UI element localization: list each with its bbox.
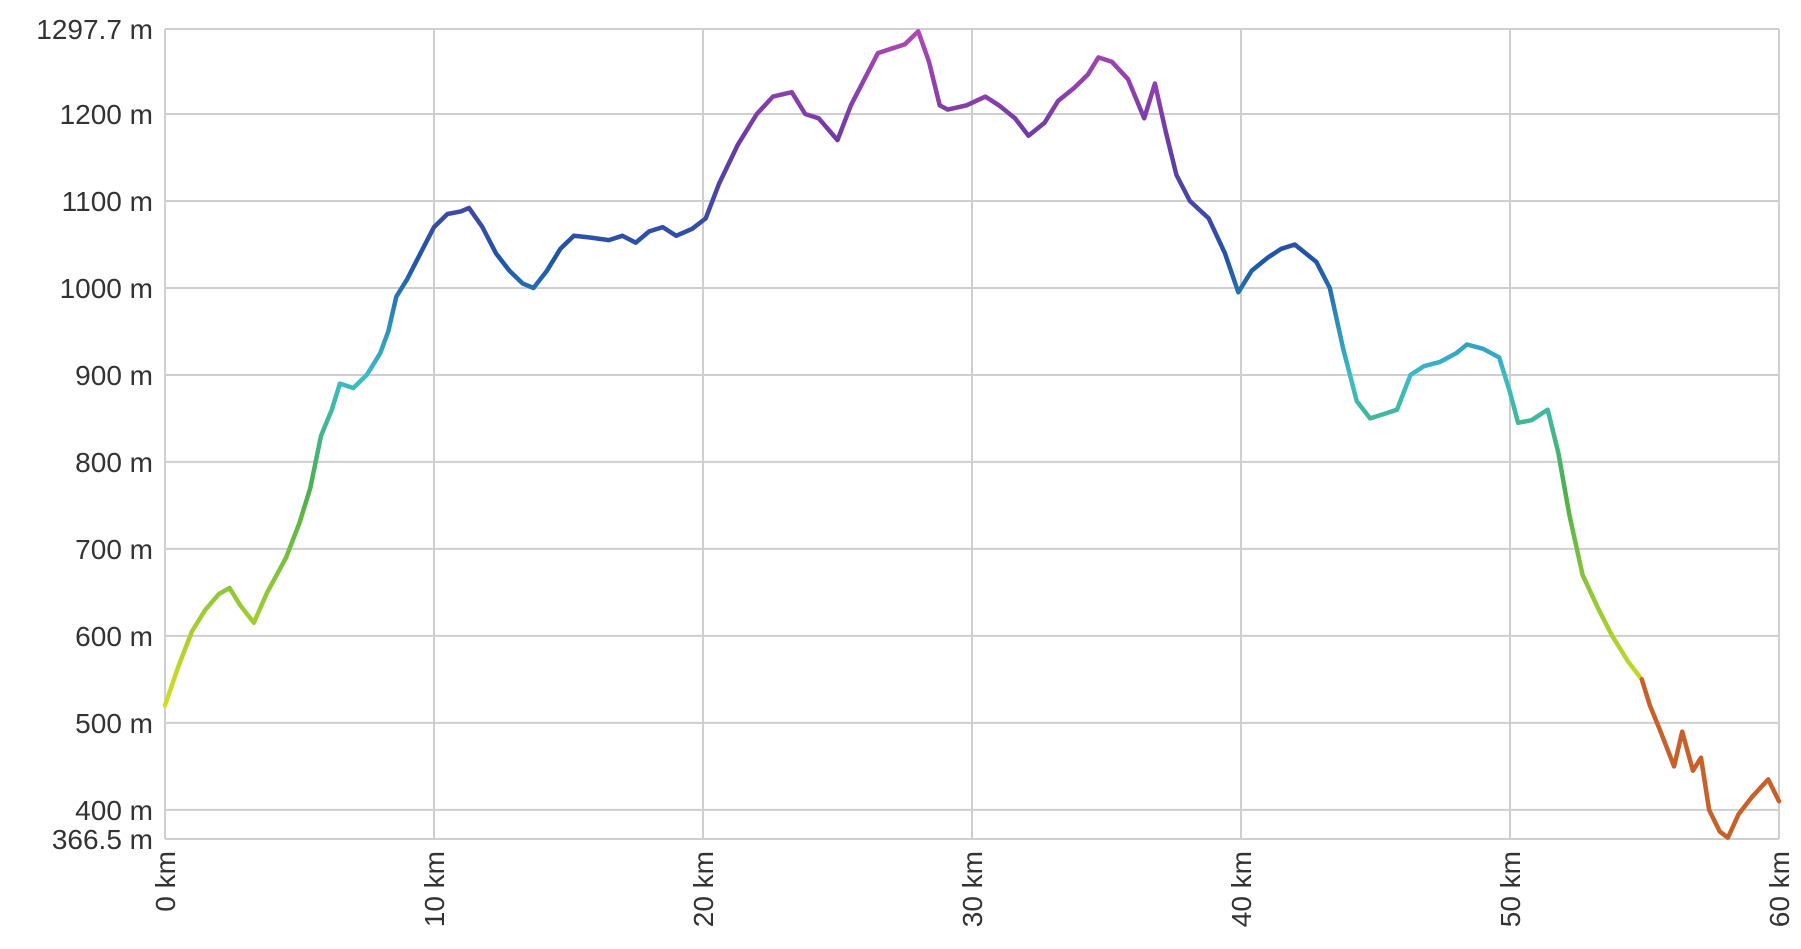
y-tick-label: 366.5 m — [52, 824, 153, 855]
y-tick-label: 800 m — [75, 447, 153, 478]
x-tick-label: 30 km — [957, 851, 988, 927]
x-tick-label: 40 km — [1226, 851, 1257, 927]
x-tick-label: 10 km — [419, 851, 450, 927]
y-tick-label: 1100 m — [62, 186, 153, 217]
y-tick-label: 1000 m — [60, 273, 153, 304]
y-tick-label: 1200 m — [60, 99, 153, 130]
elevation-line — [1639, 677, 1782, 840]
x-tick-label: 0 km — [150, 851, 181, 912]
y-tick-label: 700 m — [75, 534, 153, 565]
y-tick-label: 600 m — [75, 621, 153, 652]
y-tick-label: 400 m — [75, 795, 153, 826]
y-tick-label: 900 m — [75, 360, 153, 391]
elevation-line — [162, 29, 1645, 708]
y-tick-label: 1297.7 m — [36, 14, 153, 45]
x-tick-label: 60 km — [1764, 851, 1795, 927]
x-tick-label: 50 km — [1495, 851, 1526, 927]
x-tick-label: 20 km — [688, 851, 719, 927]
y-tick-label: 500 m — [75, 708, 153, 739]
